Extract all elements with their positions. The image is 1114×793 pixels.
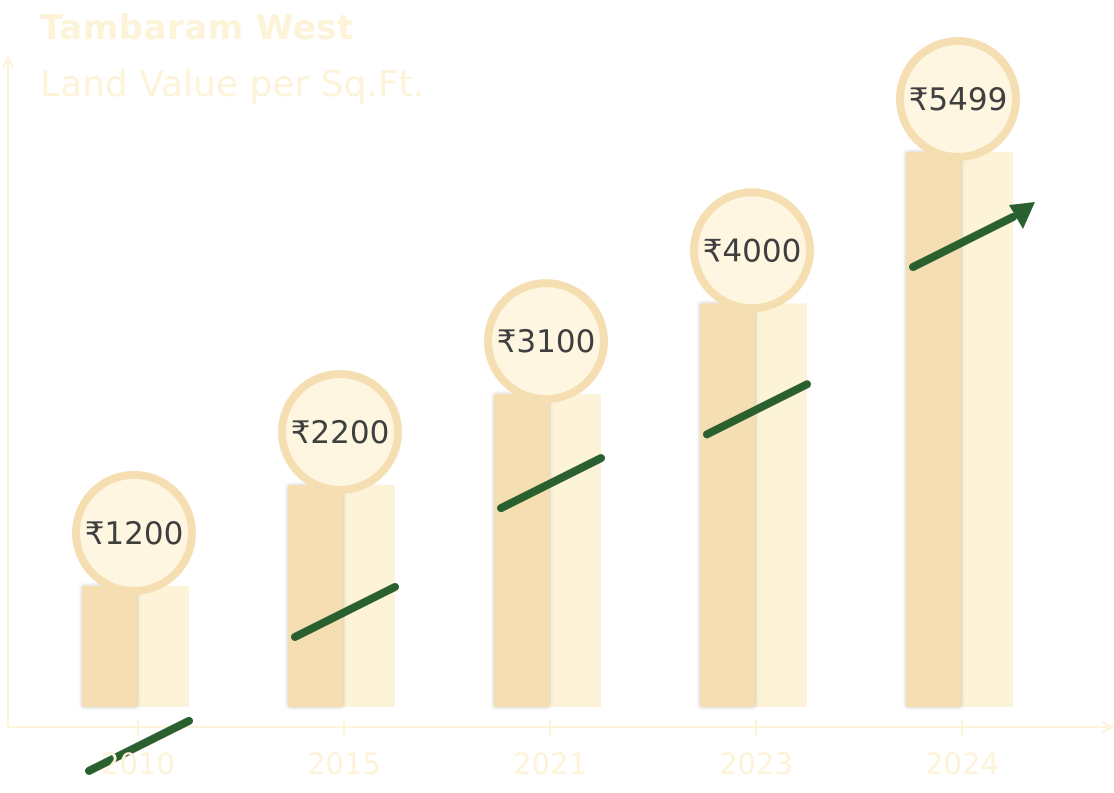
chart-subtitle: Land Value per Sq.Ft. (40, 64, 425, 105)
bar-2024-highlight (961, 152, 1013, 707)
y-axis-arrowhead (2, 55, 14, 69)
data-label-2010: ₹1200 (85, 516, 184, 552)
trend-stroke-2021 (497, 454, 605, 513)
bar-2010 (82, 585, 137, 707)
trend-stroke-2015 (291, 582, 399, 641)
trend-stroke-2024 (909, 213, 1017, 271)
data-label-2015: ₹2200 (291, 415, 390, 451)
x-tick-label-2010: 2010 (101, 747, 175, 781)
x-axis-arrowhead (1101, 721, 1114, 733)
x-tick-label-2021: 2021 (513, 747, 587, 781)
data-label-2021: ₹3100 (497, 324, 596, 360)
bar-2021-highlight (549, 394, 601, 707)
bar-2015 (288, 484, 343, 707)
trend-arrowhead (1009, 202, 1035, 229)
value-bubble-2015 (278, 369, 402, 494)
chart-title: Tambaram West (40, 8, 354, 48)
bar-2024 (906, 152, 961, 707)
bar-2021 (494, 394, 549, 707)
value-bubble-2010 (72, 470, 196, 595)
value-bubble-2024 (896, 37, 1020, 161)
data-label-2023: ₹4000 (703, 233, 802, 269)
x-tick-label-2024: 2024 (925, 747, 999, 781)
trend-stroke-2023 (703, 380, 811, 439)
trend-stroke-2010 (85, 716, 193, 775)
data-label-2024: ₹5499 (909, 82, 1008, 118)
value-bubble-2021 (484, 279, 608, 404)
x-tick-label-2023: 2023 (719, 747, 793, 781)
x-tick-label-2015: 2015 (307, 747, 381, 781)
value-bubble-2023 (690, 188, 814, 313)
bar-2023 (700, 303, 755, 707)
bar-2023-highlight (755, 303, 807, 707)
bar-2010-highlight (137, 585, 189, 707)
